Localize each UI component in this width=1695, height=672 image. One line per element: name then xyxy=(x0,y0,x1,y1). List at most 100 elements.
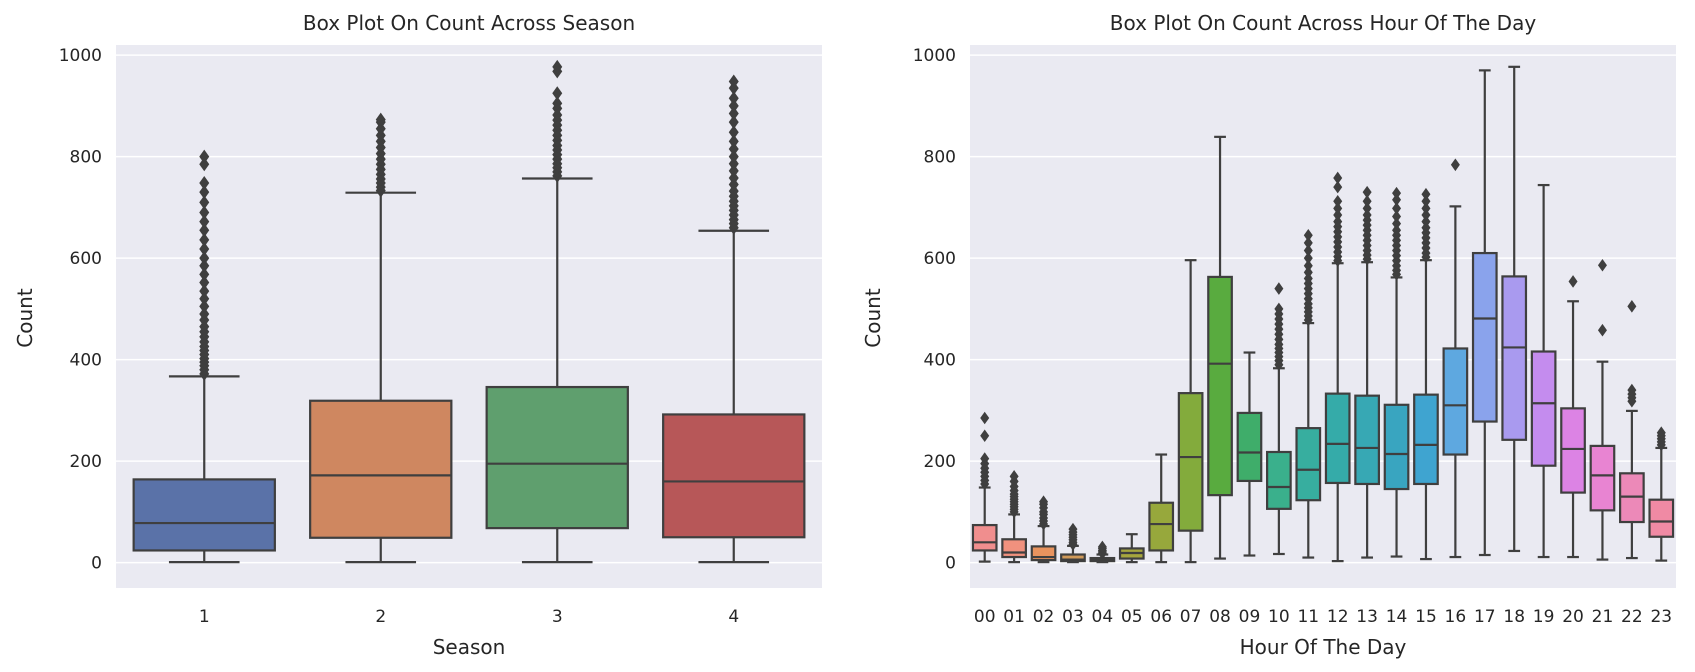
box-1 xyxy=(132,149,276,564)
outlier-point xyxy=(980,452,990,465)
y-tick-label: 400 xyxy=(70,351,102,371)
box-01 xyxy=(1001,470,1027,564)
outlier-point xyxy=(980,429,990,443)
y-tick-label: 400 xyxy=(924,351,956,371)
box-02 xyxy=(1030,495,1057,564)
x-tick-label: 00 xyxy=(974,607,996,627)
outlier-point xyxy=(728,170,739,185)
outlier-point xyxy=(1362,208,1372,222)
outlier-point xyxy=(1421,202,1431,215)
iqr-box xyxy=(1148,501,1175,552)
outlier-point xyxy=(199,275,210,290)
x-tick-label: 09 xyxy=(1239,607,1261,627)
outlier-point xyxy=(728,125,739,140)
outlier-point xyxy=(1333,195,1343,208)
outlier-point xyxy=(199,258,210,273)
outlier-point xyxy=(1333,208,1343,222)
box-19 xyxy=(1530,183,1557,559)
iqr-box xyxy=(1442,347,1469,456)
y-tick-label: 200 xyxy=(924,452,956,472)
iqr-box xyxy=(1413,393,1439,486)
outlier-point xyxy=(552,86,563,101)
x-tick-label: 19 xyxy=(1533,607,1555,627)
x-tick-label: 04 xyxy=(1092,607,1114,627)
outlier-point xyxy=(1421,195,1431,208)
outlier-point xyxy=(728,134,739,149)
iqr-box xyxy=(132,478,276,552)
iqr-box xyxy=(1236,411,1263,483)
box-14 xyxy=(1383,186,1410,558)
outlier-point xyxy=(1656,426,1666,440)
box-03 xyxy=(1060,522,1086,564)
iqr-box xyxy=(1648,498,1675,538)
y-tick-label: 200 xyxy=(70,452,102,472)
x-tick-label: 14 xyxy=(1386,607,1408,627)
x-tick-label: 22 xyxy=(1621,607,1643,627)
outlier-point xyxy=(1627,383,1637,397)
outlier-point xyxy=(375,112,386,127)
x-tick-label: 06 xyxy=(1150,607,1172,627)
box-05 xyxy=(1118,533,1145,564)
box-series xyxy=(971,65,1675,564)
outlier-point xyxy=(1392,210,1402,223)
iqr-box xyxy=(1001,538,1027,559)
outlier-point xyxy=(1274,302,1284,316)
outlier-point xyxy=(1392,193,1402,207)
y-tick-label: 800 xyxy=(70,148,102,168)
box-12 xyxy=(1324,171,1351,563)
outlier-point xyxy=(728,142,739,157)
x-tick-label: 2 xyxy=(375,607,386,627)
outlier-point xyxy=(1421,215,1431,228)
outlier-point xyxy=(1068,522,1078,536)
iqr-box xyxy=(1060,553,1086,563)
iqr-box xyxy=(662,413,806,539)
outlier-point xyxy=(1333,180,1343,194)
outlier-point xyxy=(199,284,210,299)
box-23 xyxy=(1648,426,1675,562)
iqr-box xyxy=(309,399,453,539)
box-07 xyxy=(1177,259,1204,564)
outlier-point xyxy=(1597,323,1607,337)
iqr-box xyxy=(1324,392,1351,485)
iqr-box xyxy=(1207,275,1233,497)
x-tick-label: 03 xyxy=(1062,607,1084,627)
outlier-point xyxy=(552,59,563,74)
box-17 xyxy=(1471,69,1498,557)
outlier-point xyxy=(1362,202,1372,215)
x-tick-label: 11 xyxy=(1297,607,1319,627)
outlier-point xyxy=(1362,185,1372,199)
x-tick-label: 15 xyxy=(1415,607,1437,627)
outlier-point xyxy=(1333,215,1343,228)
chart-title: Box Plot On Count Across Hour Of The Day xyxy=(1110,11,1537,35)
iqr-box xyxy=(1266,450,1292,510)
outlier-point xyxy=(728,115,739,130)
outlier-point xyxy=(1039,495,1049,509)
chart-title: Box Plot On Count Across Season xyxy=(303,11,635,35)
x-tick-label: 01 xyxy=(1003,607,1025,627)
outlier-point xyxy=(199,149,210,164)
outlier-point xyxy=(1392,223,1402,237)
outlier-point xyxy=(1303,244,1313,257)
box-08 xyxy=(1207,135,1233,560)
iqr-box xyxy=(1471,251,1498,423)
y-axis-label: Count xyxy=(861,288,885,348)
box-15 xyxy=(1413,187,1439,561)
x-tick-label: 05 xyxy=(1121,607,1143,627)
outlier-point xyxy=(1333,202,1343,215)
x-axis-label: Season xyxy=(433,635,506,659)
outlier-point xyxy=(199,214,210,229)
outlier-point xyxy=(1303,229,1313,242)
x-tick-label: 23 xyxy=(1650,607,1672,627)
outlier-point xyxy=(199,176,210,191)
x-axis-label: Hour Of The Day xyxy=(1240,635,1407,659)
x-tick-label: 3 xyxy=(552,607,563,627)
box-11 xyxy=(1295,229,1322,559)
plot-area xyxy=(970,45,1676,588)
outlier-point xyxy=(199,242,210,257)
x-tick-label: 02 xyxy=(1033,607,1055,627)
outlier-point xyxy=(199,267,210,282)
iqr-box xyxy=(1589,444,1616,512)
outlier-point xyxy=(199,306,210,321)
outlier-point xyxy=(199,157,210,172)
iqr-box xyxy=(485,385,629,530)
